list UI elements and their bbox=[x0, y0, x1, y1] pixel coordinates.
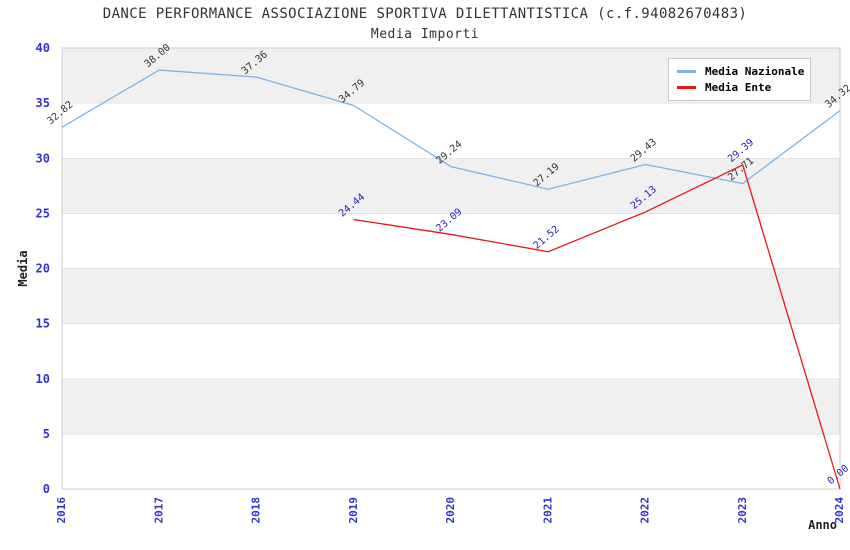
y-tick-label: 20 bbox=[36, 262, 50, 276]
legend-item-media-nazionale: Media Nazionale bbox=[677, 64, 805, 78]
y-tick-label: 5 bbox=[43, 427, 50, 441]
y-tick-label: 40 bbox=[36, 41, 50, 55]
plot-band bbox=[62, 378, 840, 434]
y-tick-label: 15 bbox=[36, 317, 50, 331]
x-tick-label: 2017 bbox=[152, 497, 165, 524]
legend-swatch-media-ente-icon bbox=[677, 86, 696, 90]
plot-band bbox=[62, 103, 840, 159]
x-tick-label: 2016 bbox=[55, 497, 68, 524]
y-tick-label: 30 bbox=[36, 151, 50, 165]
plot-band bbox=[62, 433, 840, 489]
x-tick-label: 2021 bbox=[541, 497, 554, 524]
legend-item-media-ente: Media Ente bbox=[677, 81, 802, 94]
plot-border bbox=[61, 47, 841, 490]
x-tick-label: 2019 bbox=[347, 497, 360, 524]
y-tick-label: 0 bbox=[43, 482, 50, 496]
legend-label-media-ente: Media Ente bbox=[705, 81, 772, 95]
legend-label-media-nazionale: Media Nazionale bbox=[705, 64, 805, 78]
x-tick-label: 2022 bbox=[639, 497, 652, 524]
plot-band bbox=[62, 323, 840, 379]
x-axis-label: Anno bbox=[808, 518, 837, 532]
chart-title: DANCE PERFORMANCE ASSOCIAZIONE SPORTIVA … bbox=[102, 6, 748, 22]
series-line-media-ente bbox=[353, 164, 841, 490]
chart-subtitle: Media Importi bbox=[370, 27, 480, 42]
x-tick-label: 2023 bbox=[736, 497, 749, 524]
plot-band bbox=[62, 158, 840, 214]
x-tick-label: 2024 bbox=[833, 497, 846, 524]
series-line-media-nazionale bbox=[61, 69, 841, 190]
x-tick-label: 2018 bbox=[250, 497, 263, 524]
chart-legend: Media Nazionale Media Ente bbox=[668, 58, 811, 101]
plot-band bbox=[62, 268, 840, 324]
plot-band bbox=[62, 213, 840, 269]
y-tick-label: 35 bbox=[36, 96, 50, 110]
y-tick-label: 25 bbox=[36, 206, 50, 220]
x-tick-label: 2020 bbox=[444, 497, 457, 524]
y-axis-label: Media bbox=[16, 250, 30, 286]
legend-swatch-media-nazionale-icon bbox=[677, 69, 696, 73]
y-tick-label: 10 bbox=[36, 372, 50, 386]
